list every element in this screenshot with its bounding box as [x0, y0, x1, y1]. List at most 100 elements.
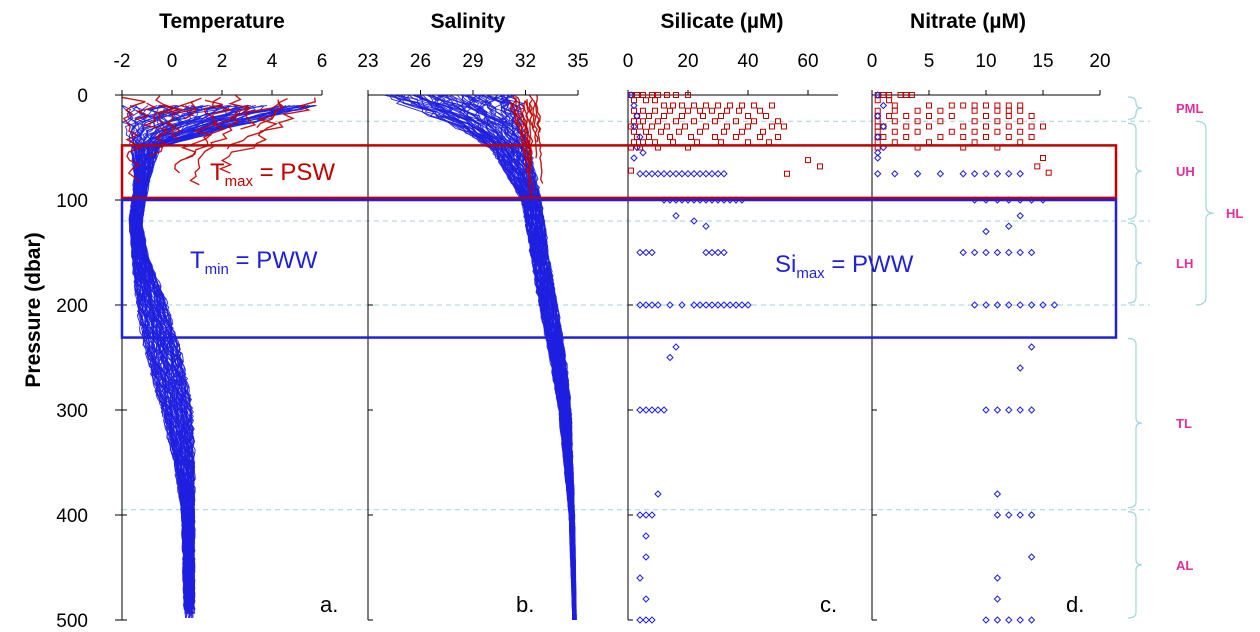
data-point-diamond — [714, 248, 722, 257]
data-point-diamond — [1016, 301, 1024, 309]
data-point-diamond — [630, 154, 638, 162]
data-point-square — [960, 134, 967, 140]
x-tick-label: 60 — [797, 51, 818, 72]
layer-legend: PML UH LH TL AL HL — [1127, 96, 1243, 619]
data-point-diamond — [1016, 364, 1024, 372]
data-point-square — [652, 139, 658, 146]
data-point-square — [727, 102, 733, 109]
data-point-square — [1017, 102, 1024, 109]
data-point-diamond — [720, 170, 728, 178]
data-point-diamond — [636, 511, 644, 519]
data-point-square — [891, 118, 898, 125]
data-point-square — [760, 128, 766, 135]
profile-line — [185, 94, 252, 159]
data-point-square — [673, 92, 679, 98]
x-tick-label: 0 — [623, 51, 634, 72]
data-point-diamond — [879, 122, 888, 131]
data-point-diamond — [678, 301, 686, 309]
x-tick-label: 20 — [1089, 51, 1110, 72]
data-point-square — [983, 102, 989, 109]
data-point-diamond — [636, 170, 644, 178]
profile-line — [203, 99, 223, 118]
data-point-diamond — [642, 301, 650, 309]
data-point-diamond — [959, 170, 967, 178]
data-point-diamond — [654, 170, 662, 178]
data-point-square — [874, 123, 881, 130]
data-point-diamond — [970, 170, 979, 178]
data-point-diamond — [672, 343, 680, 351]
profile-line — [399, 94, 574, 621]
data-point-square — [715, 102, 721, 109]
profile-line — [528, 102, 535, 129]
profile-line — [184, 97, 202, 120]
data-point-diamond — [1027, 301, 1036, 309]
data-point-diamond — [1027, 343, 1036, 351]
data-point-square — [646, 113, 652, 119]
data-point-square — [709, 107, 715, 114]
data-point-square — [703, 123, 709, 130]
profile-line — [389, 94, 574, 621]
data-point-diamond — [993, 511, 1002, 519]
data-point-square — [960, 102, 967, 109]
data-point-square — [1005, 134, 1012, 140]
data-point-square — [784, 170, 790, 177]
data-point-diamond — [702, 248, 710, 257]
profile-line — [218, 97, 317, 174]
data-point-diamond — [690, 170, 698, 178]
data-point-diamond — [993, 301, 1002, 309]
data-point-square — [805, 157, 811, 164]
data-point-square — [733, 118, 739, 125]
profile-line — [403, 94, 574, 620]
data-point-square — [983, 113, 989, 119]
layer-bracket — [1127, 122, 1143, 220]
data-point-diamond — [708, 170, 716, 178]
data-point-square — [718, 113, 724, 119]
data-point-diamond — [696, 301, 704, 309]
data-point-square — [817, 163, 823, 170]
layer-label-tl: TL — [1176, 416, 1192, 431]
data-point-square — [712, 134, 718, 140]
panel-label-c: c. — [820, 592, 837, 617]
x-tick-label: 0 — [167, 51, 178, 72]
data-point-diamond — [726, 301, 734, 309]
data-point-diamond — [636, 301, 644, 309]
data-point-square — [664, 123, 670, 130]
data-point-square — [1028, 134, 1035, 140]
x-tick-label: 0 — [867, 51, 878, 72]
data-point-square — [751, 102, 757, 109]
pww-temperature-rest: = PWW — [229, 247, 318, 274]
x-tick-label: 5 — [924, 51, 935, 72]
profile-line — [135, 102, 157, 121]
data-point-square — [886, 97, 893, 104]
data-point-diamond — [678, 170, 686, 178]
data-point-square — [628, 167, 634, 174]
data-point-diamond — [630, 122, 638, 131]
psw-annotation-sub: max — [225, 173, 254, 190]
data-point-square — [775, 118, 781, 125]
data-point-diamond — [970, 301, 979, 309]
data-point-diamond — [993, 616, 1002, 624]
data-point-diamond — [648, 248, 656, 257]
data-point-square — [971, 139, 978, 146]
x-tick-label: 10 — [975, 51, 996, 72]
data-point-diamond — [636, 574, 644, 582]
data-point-diamond — [642, 595, 650, 603]
y-tick-label: 300 — [56, 401, 88, 422]
data-point-square — [937, 107, 944, 114]
data-point-square — [937, 134, 944, 140]
data-point-square — [670, 139, 676, 146]
data-point-diamond — [993, 248, 1002, 257]
data-point-square — [757, 134, 763, 140]
data-point-diamond — [873, 154, 882, 162]
layer-label-uh: UH — [1176, 164, 1195, 179]
data-point-square — [983, 134, 989, 140]
data-point-square — [697, 128, 703, 135]
data-point-diamond — [873, 91, 882, 99]
data-point-square — [971, 128, 978, 135]
data-point-diamond — [714, 301, 722, 309]
panel-temperature: -2 0 2 4 6 — [114, 51, 327, 621]
data-point-square — [880, 134, 887, 140]
data-point-square — [891, 128, 898, 135]
data-point-diamond — [633, 112, 641, 120]
data-point-square — [724, 107, 730, 114]
